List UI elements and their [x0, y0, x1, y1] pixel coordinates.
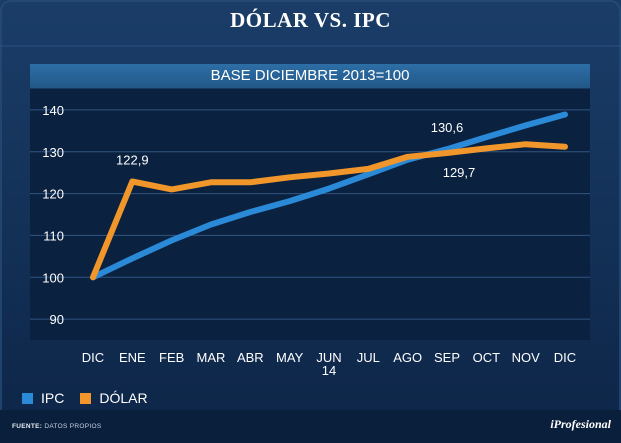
- x-tick-label: MAY: [276, 350, 304, 365]
- x-tick-label: 14: [322, 363, 336, 378]
- y-tick-label: 120: [42, 187, 64, 202]
- data-label: 130,6: [431, 120, 464, 135]
- chart-subtitle: BASE DICIEMBRE 2013=100: [30, 64, 590, 88]
- source-value: DATOS PROPIOS: [44, 423, 102, 430]
- legend-swatch-dolar: [80, 392, 92, 404]
- legend-label-dolar: DÓLAR: [99, 390, 148, 406]
- y-tick-label: 140: [42, 103, 64, 118]
- y-tick-label: 130: [42, 145, 64, 160]
- series-line-dolar: [90, 141, 568, 281]
- x-tick-label: MAR: [197, 350, 226, 365]
- legend-swatch-ipc: [22, 392, 33, 404]
- source-label: FUENTE:: [12, 423, 43, 430]
- x-tick-label: OCT: [473, 350, 501, 365]
- data-label: 122,9: [116, 152, 149, 167]
- x-tick-label: JUN: [316, 350, 341, 365]
- legend-item-ipc: IPC: [22, 390, 64, 406]
- y-tick-label: 90: [50, 312, 64, 327]
- footer-bar: [0, 410, 621, 443]
- x-tick-label: ENE: [119, 350, 146, 365]
- brand-logo: iProfesional: [550, 417, 611, 431]
- legend-item-dolar: DÓLAR: [80, 390, 148, 406]
- chart-title: DÓLAR VS. IPC: [230, 8, 391, 32]
- x-tick-label: SEP: [434, 350, 460, 365]
- x-tick-label: DIC: [82, 350, 104, 365]
- chart-legend: IPC DÓLAR: [22, 388, 164, 408]
- source-note: FUENTE: DATOS PROPIOS: [12, 423, 102, 430]
- legend-label-ipc: IPC: [41, 390, 65, 406]
- x-tick-label: DIC: [554, 350, 576, 365]
- x-tick-label: FEB: [159, 350, 184, 365]
- data-label: 129,7: [443, 165, 476, 180]
- x-tick-label: ABR: [237, 350, 264, 365]
- plot-area: [30, 89, 590, 340]
- x-tick-label: AGO: [393, 350, 422, 365]
- x-tick-label: JUL: [357, 350, 380, 365]
- y-tick-label: 110: [43, 228, 64, 243]
- x-tick-label: NOV: [512, 350, 541, 365]
- y-tick-label: 100: [42, 270, 64, 285]
- series-line-ipc: [90, 111, 568, 281]
